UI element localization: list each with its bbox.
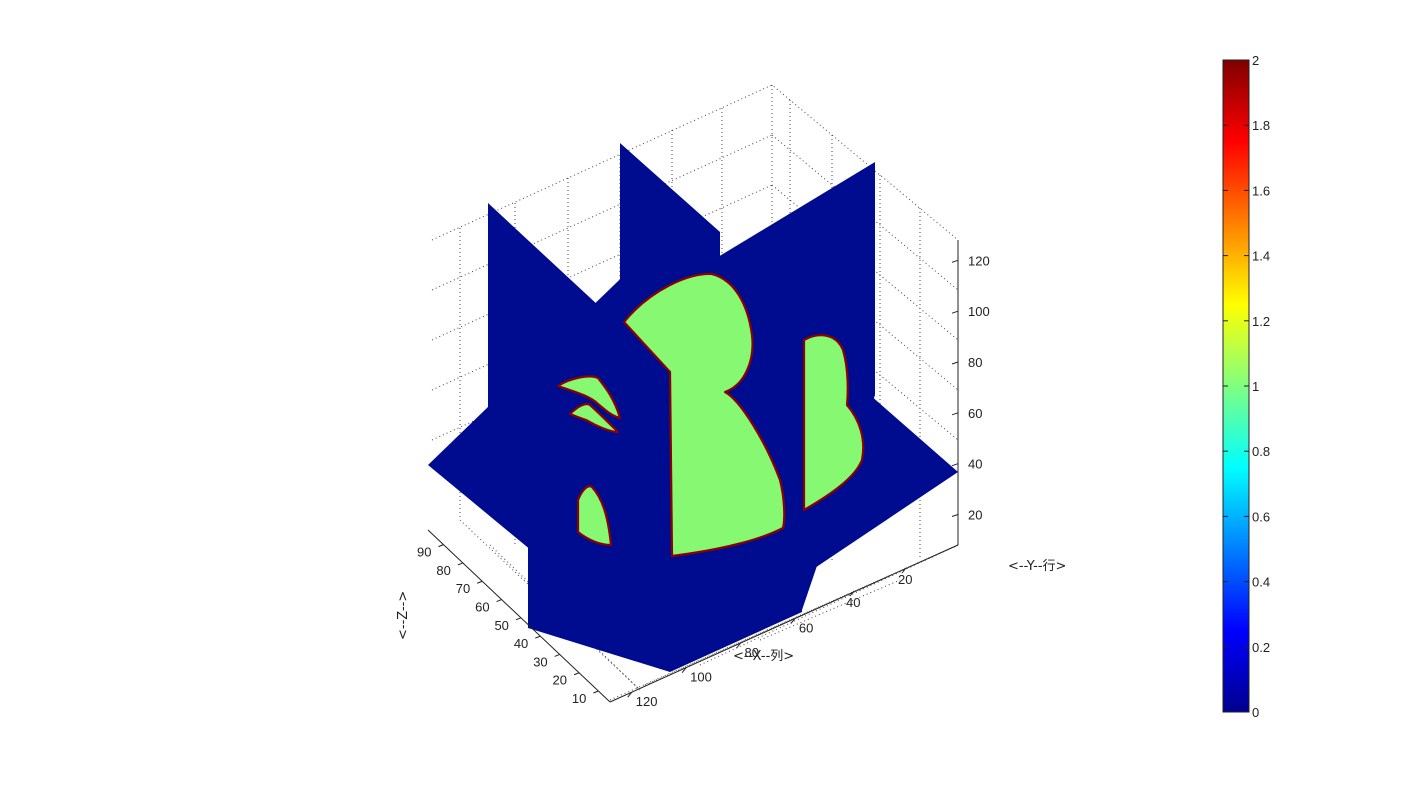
x-axis-tick (736, 642, 741, 649)
vertical-axis-tick-label: 80 (968, 355, 982, 370)
vertical-axis: 20 40 60 80 100 120 (951, 240, 990, 545)
floor-axes: 10 20 30 40 50 60 70 80 90 60 80 100 120 20 40 (417, 529, 959, 709)
z-axis-tick (593, 690, 599, 694)
region-blob-upper-left-1 (556, 375, 622, 420)
x-axis-tick-label: 60 (799, 621, 813, 636)
y-axis-label: <--Y--行> (1008, 559, 1066, 574)
region-blob-right (802, 334, 865, 512)
colorbar-tick-label: 0.2 (1252, 640, 1270, 655)
colorbar-tick-label: 1.6 (1252, 183, 1270, 198)
x-axis-label: <--X--列> (733, 649, 794, 664)
colorbar-tick-label: 0.4 (1252, 575, 1270, 590)
region-blob-center (622, 272, 786, 558)
z-axis-tick (477, 580, 483, 584)
colorbar-tick-label: 2 (1252, 53, 1259, 68)
vertical-axis-tick (951, 514, 959, 517)
colorbar: 0 0.2 0.4 0.6 0.8 1 1.2 1.4 1.6 1.8 2 (1222, 53, 1270, 720)
region-blob-upper-left-2 (568, 402, 620, 434)
z-axis-tick-label: 80 (436, 563, 450, 578)
z-axis-tick-label: 90 (417, 545, 431, 560)
x-axis-tick (681, 667, 687, 673)
colorbar-tick-label: 1.4 (1252, 249, 1270, 264)
vertical-axis-tick (951, 463, 959, 467)
z-axis-tick-label: 30 (533, 654, 547, 669)
colorbar-tick-label: 1.2 (1252, 314, 1270, 329)
vertical-slice-x (488, 203, 670, 672)
vertical-axis-tick-label: 60 (968, 406, 982, 421)
vertical-axis-tick-label: 20 (968, 508, 982, 523)
vertical-axis-tick-label: 120 (968, 253, 990, 268)
colorbar-tick-label: 1.8 (1252, 118, 1270, 133)
z-axis-tick (438, 544, 444, 548)
y-axis-tick-label: 40 (846, 595, 860, 610)
z-axis-tick-label: 70 (456, 581, 470, 596)
x-axis-tick-label: 120 (636, 694, 658, 709)
colorbar-tick-label: 1 (1252, 379, 1259, 394)
vertical-axis-tick-label: 100 (968, 304, 990, 319)
z-axis-tick-label: 50 (494, 618, 508, 633)
z-axis-tick-label: 40 (514, 636, 528, 651)
colorbar-tick-label: 0.6 (1252, 509, 1270, 524)
vertical-axis-tick (951, 412, 959, 416)
z-axis-tick-label: 20 (553, 673, 567, 688)
x-axis-tick-label: 80 (745, 645, 759, 660)
vertical-axis-tick (951, 361, 959, 365)
z-axis-label: <--Z--> (396, 591, 411, 640)
vertical-axis-tick-label: 40 (968, 457, 982, 472)
y-axis-tick-label: 20 (898, 572, 912, 587)
z-axis-tick (573, 672, 580, 676)
colorbar-tick-label: 0 (1252, 705, 1259, 720)
x-axis-tick (627, 691, 633, 698)
colorbar-tick-label: 0.8 (1252, 444, 1270, 459)
y-axis-tick (901, 567, 907, 574)
z-axis-tick (535, 635, 541, 639)
z-axis-tick (457, 562, 464, 566)
z-axis-tick (554, 653, 560, 657)
z-axis-tick (515, 617, 522, 621)
y-axis-tick (849, 590, 855, 597)
region-blob-lower-left (576, 485, 613, 547)
z-axis-tick (496, 599, 502, 602)
z-axis-tick-label: 10 (572, 691, 586, 706)
vertical-axis-tick (951, 259, 959, 263)
vertical-axis-tick (951, 310, 959, 314)
x-axis-tick-label: 100 (690, 670, 712, 685)
z-axis-tick-label: 60 (475, 600, 489, 615)
x-axis-tick (790, 618, 796, 624)
